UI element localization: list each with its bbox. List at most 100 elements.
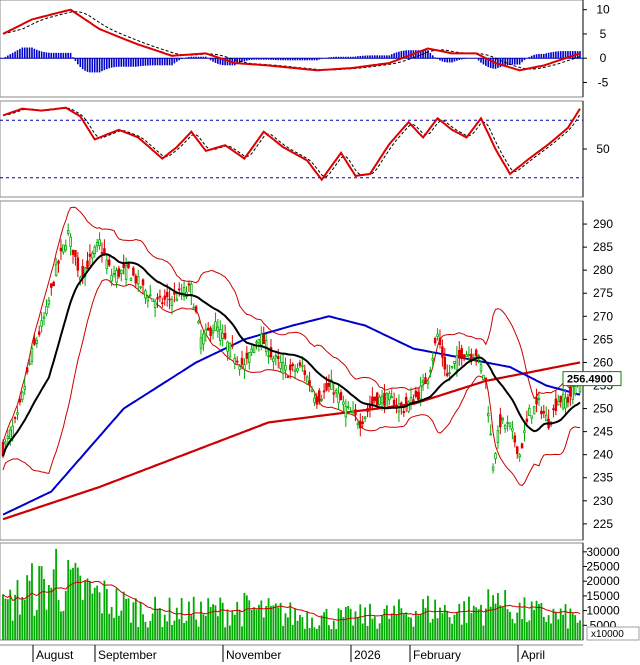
volume-bar [151,613,154,640]
volume-bar [308,628,311,640]
candle-body [33,338,36,345]
volume-bar [441,613,444,640]
volume-bar [21,596,24,640]
volume-bar [105,588,108,640]
candle-body [281,362,285,374]
volume-bar [14,594,16,640]
price-tick-label: 230 [593,494,613,508]
volume-bar [279,602,282,640]
candle-body [13,417,17,419]
candle-body [182,287,186,297]
volume-bar [422,599,424,640]
volume-bar [74,562,77,640]
volume-bar [468,596,470,640]
volume-bar [371,618,374,640]
candle-body [202,333,205,345]
candle-body [8,429,12,440]
candle-body [28,362,31,365]
candle-body [71,249,75,255]
volume-bar [340,610,342,640]
candle-body [197,320,200,324]
candle-body [402,411,406,414]
candle-body [110,275,113,282]
volume-bar [255,609,258,640]
candle-body [115,270,118,283]
candle-body [93,246,96,255]
candle-body [523,430,526,434]
candle-body [513,435,517,443]
price-frame [0,200,584,541]
candle-body [530,415,533,419]
candle-body [487,413,490,417]
volume-bar [547,615,550,640]
candle-body [313,397,316,403]
candle-body [330,379,333,390]
candle-body [54,263,58,276]
volume-bar [497,592,499,640]
candle-body [395,405,398,408]
volume-bar [364,607,367,640]
volume-bar [381,615,383,640]
candle-body [445,373,449,376]
volume-bar [354,611,357,640]
candle-body [274,355,278,358]
candle-body [540,410,543,415]
candle-body [165,291,169,298]
volume-bar [212,604,214,640]
volume-bar [216,616,219,640]
volume-bar [40,566,43,640]
x-tick-label: 2026 [354,648,381,662]
volume-bars [2,548,581,640]
candle-body [30,347,34,362]
candle-body [407,401,410,412]
volume-bar [132,602,135,640]
candle-body [228,342,232,358]
candle-body [129,277,133,281]
volume-bar [142,614,144,640]
price-tick-label: 270 [593,309,613,323]
volume-bar [86,578,89,640]
volume-bar [47,584,50,640]
volume-tick-label: 25000 [586,560,620,574]
candle-body [465,354,468,358]
volume-bar [195,619,198,640]
bollinger-lower-band [2,279,580,487]
volume-bar [122,591,125,640]
volume-bar [23,599,26,640]
candle-body [308,380,311,386]
candle-body [443,356,447,370]
candle-body [45,306,48,314]
volume-bar [301,617,304,640]
candle-body [163,295,166,300]
candle-body [6,435,10,439]
candle-body [105,259,109,270]
candle-body [467,354,471,356]
volume-bar [185,620,188,640]
candle-body [414,390,418,397]
candle-body [141,279,145,286]
candle-body [245,352,249,359]
volume-bar [9,589,12,640]
volume-bar [200,601,202,640]
volume-bar [187,601,190,640]
price-tick-label: 240 [593,448,613,462]
volume-bar [492,595,494,640]
candle-body [349,411,352,414]
volume-bar [28,580,31,640]
candle-body [276,356,280,359]
candle-body [305,376,309,385]
volume-bar [262,617,265,640]
volume-bar [6,599,9,640]
volume-bar [342,617,345,640]
price-tick-label: 265 [593,332,613,346]
macd-frame [0,0,584,98]
volume-bar [554,611,557,640]
volume-bar [260,600,263,640]
candle-body [221,332,224,339]
volume-bar [91,593,94,640]
candle-body [156,297,159,300]
candle-body [339,392,343,401]
volume-bar [470,613,473,640]
candle-body [47,299,51,305]
volume-bar [16,580,19,640]
